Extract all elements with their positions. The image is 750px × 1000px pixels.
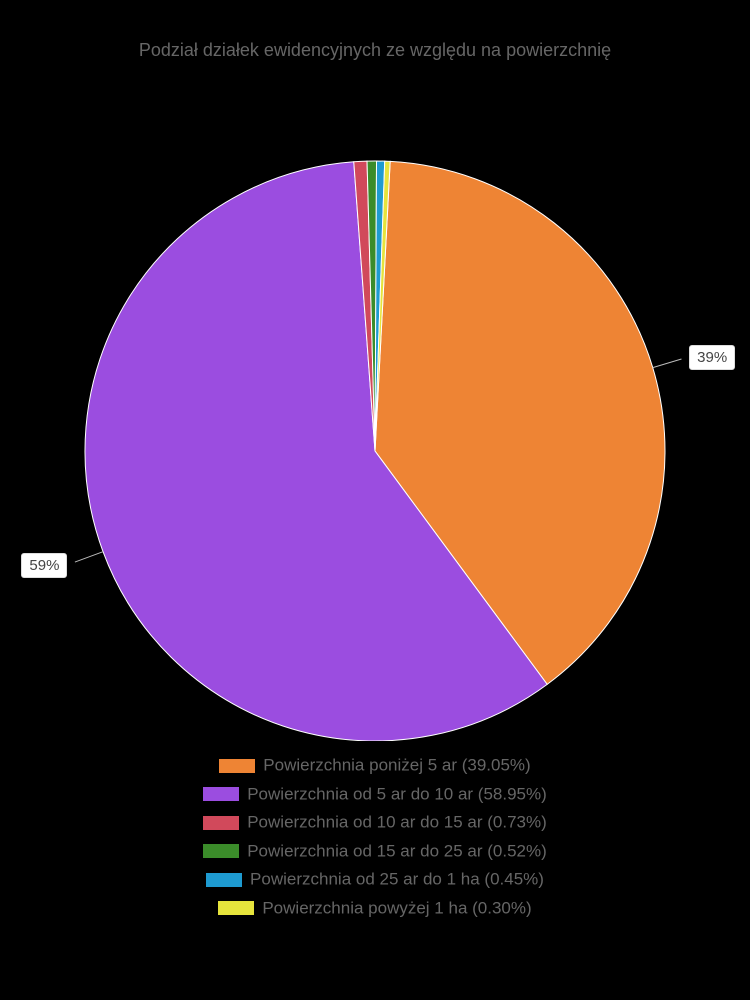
slice-callout-label: 39% bbox=[689, 345, 735, 370]
slice-leader-line bbox=[653, 359, 682, 368]
pie-chart-svg bbox=[0, 61, 750, 741]
chart-title: Podział działek ewidencyjnych ze względu… bbox=[0, 0, 750, 61]
legend-label: Powierzchnia od 15 ar do 25 ar (0.52%) bbox=[247, 841, 547, 860]
legend-swatch bbox=[206, 873, 242, 887]
legend-swatch bbox=[203, 787, 239, 801]
legend-item: Powierzchnia od 15 ar do 25 ar (0.52%) bbox=[203, 841, 547, 862]
legend: Powierzchnia poniżej 5 ar (39.05%) Powier… bbox=[0, 741, 750, 922]
legend-item: Powierzchnia od 10 ar do 15 ar (0.73%) bbox=[203, 812, 547, 833]
legend-label: Powierzchnia od 10 ar do 15 ar (0.73%) bbox=[247, 813, 547, 832]
legend-label: Powierzchnia od 25 ar do 1 ha (0.45%) bbox=[250, 870, 544, 889]
slice-callout-label: 59% bbox=[21, 553, 67, 578]
legend-item: Powierzchnia poniżej 5 ar (39.05%) bbox=[219, 755, 530, 776]
pie-chart-area: 39% 59% bbox=[0, 61, 750, 741]
legend-item: Powierzchnia powyżej 1 ha (0.30%) bbox=[218, 898, 531, 919]
legend-item: Powierzchnia od 25 ar do 1 ha (0.45%) bbox=[206, 869, 544, 890]
legend-swatch bbox=[203, 816, 239, 830]
legend-label: Powierzchnia od 5 ar do 10 ar (58.95%) bbox=[247, 784, 547, 803]
legend-swatch bbox=[219, 759, 255, 773]
legend-label: Powierzchnia powyżej 1 ha (0.30%) bbox=[262, 898, 531, 917]
slice-leader-line bbox=[75, 552, 103, 562]
legend-swatch bbox=[218, 901, 254, 915]
legend-label: Powierzchnia poniżej 5 ar (39.05%) bbox=[263, 756, 530, 775]
legend-swatch bbox=[203, 844, 239, 858]
legend-item: Powierzchnia od 5 ar do 10 ar (58.95%) bbox=[203, 784, 547, 805]
